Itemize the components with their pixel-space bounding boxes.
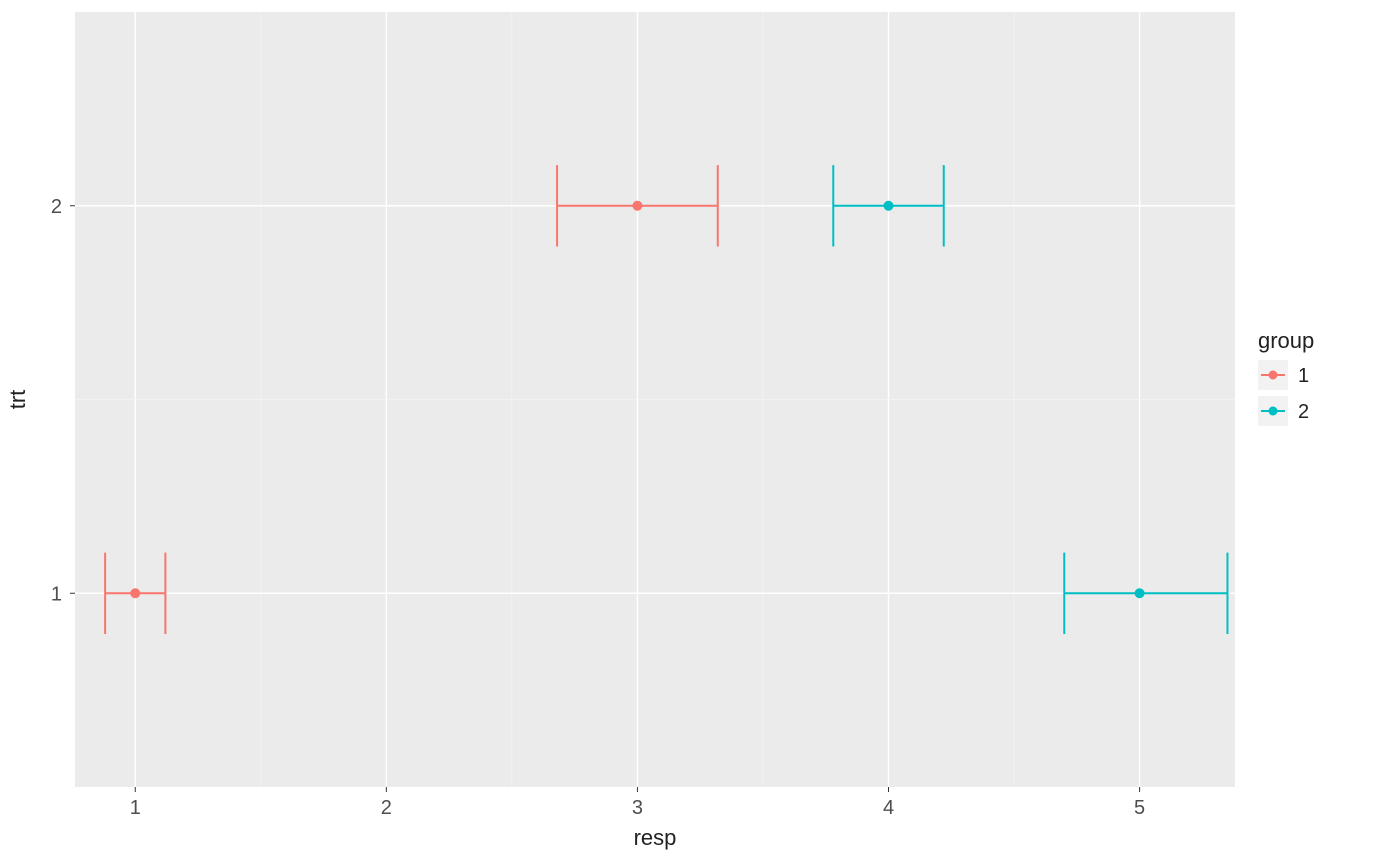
legend-item-label: 2 (1298, 401, 1309, 423)
legend-title: group (1258, 328, 1314, 353)
x-tick-label: 2 (381, 797, 392, 819)
legend: group 1 2 (1258, 328, 1314, 426)
legend-key-point (1269, 371, 1278, 380)
x-tick-label: 3 (632, 797, 643, 819)
x-tick-label: 1 (130, 797, 141, 819)
data-point (632, 201, 642, 211)
y-axis-label: trt (5, 390, 30, 410)
data-point (1135, 588, 1145, 598)
data-point (884, 201, 894, 211)
x-tick-label: 5 (1134, 797, 1145, 819)
data-point (130, 588, 140, 598)
y-tick-label: 2 (51, 196, 62, 218)
legend-item-label: 1 (1298, 365, 1309, 387)
y-tick-label: 1 (51, 583, 62, 605)
x-tick-label: 4 (883, 797, 894, 819)
legend-key-point (1269, 407, 1278, 416)
error-bar-chart: 1 2 3 4 5 resp 1 2 trt group 1 2 (0, 0, 1400, 866)
x-axis-label: resp (634, 825, 677, 850)
